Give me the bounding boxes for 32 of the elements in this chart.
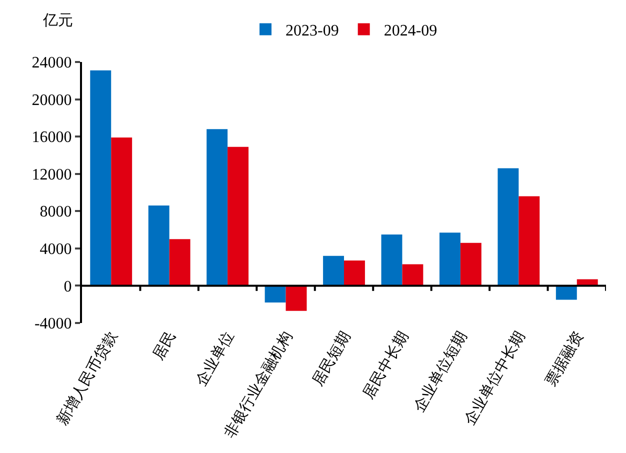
y-tick-label: 0 [64,278,72,296]
y-tick-label: 24000 [32,54,72,72]
y-axis-title: 亿元 [42,13,73,29]
x-tick-label: 票据融资 [542,328,587,390]
bar [286,286,307,311]
bar [206,129,228,286]
bar [90,70,112,286]
x-tick-label: 企业单位 [192,328,238,390]
bar [169,239,190,286]
bar [518,196,540,286]
bar [148,206,170,286]
x-tick-label: 居民中长期 [360,328,412,402]
x-tick-label: 居民 [150,329,180,364]
y-tick-label: 20000 [32,92,72,109]
bar [402,264,424,286]
y-tick-label: 4000 [40,241,72,258]
y-tick-label: 12000 [32,166,72,184]
bar [111,138,132,286]
bar [323,256,344,286]
bar [498,168,519,286]
bar [439,232,460,286]
bar [228,146,249,286]
x-tick-label: 居民短期 [309,328,354,390]
y-tick-label: 8000 [40,204,72,221]
legend-label: 2024-09 [384,22,438,40]
bar [344,260,365,286]
bar [556,286,577,300]
bar [381,234,402,286]
legend-label: 2023-09 [286,22,339,40]
y-tick-label: 16000 [32,129,72,146]
bar [460,242,482,286]
bar [264,286,286,302]
